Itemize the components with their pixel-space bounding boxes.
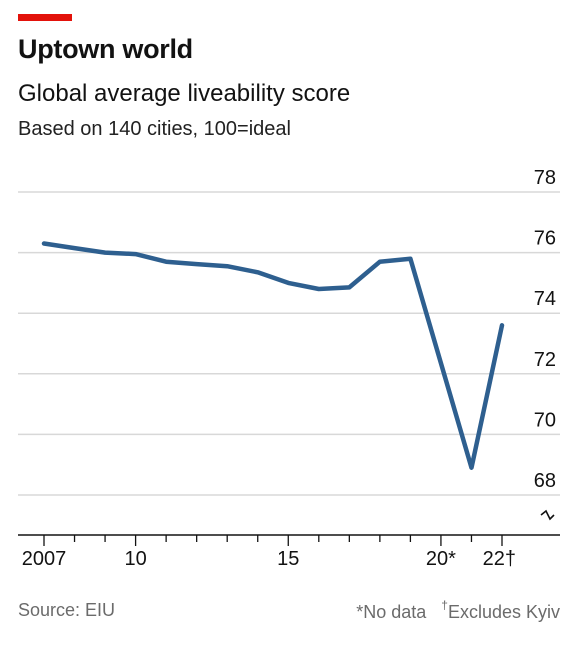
x-tick-label-2010: 10 [124,548,146,570]
y-tick-label-72: 72 [534,349,556,371]
x-tick-label-2022: 22† [483,548,516,570]
x-tick-label-2020: 20* [426,548,456,570]
chart-title: Uptown world [18,34,193,64]
y-axis-ticks: 68 70 72 74 76 78 [534,167,556,492]
y-tick-label-76: 76 [534,228,556,250]
x-tick-label-2007: 2007 [22,548,67,570]
y-tick-label-70: 70 [534,409,556,431]
y-tick-label-68: 68 [534,470,556,492]
source-note: Source: EIU [18,600,116,620]
series-line-0 [41,241,505,470]
footnote-excludes-kyiv: Excludes Kyiv [447,602,560,622]
footnotes: *No data †Excludes Kyiv [356,598,560,623]
y-tick-label-74: 74 [534,288,556,310]
gridlines [18,191,560,496]
chart-description: Based on 140 cities, 100=ideal [18,118,291,140]
chart-subtitle: Global average liveability score [18,80,351,107]
x-axis [18,509,560,536]
x-axis-ticks: 2007 10 15 20* 22† [22,535,516,570]
accent-bar [18,14,72,21]
footnote-no-data: *No data [356,602,427,622]
x-tick-label-2015: 15 [277,548,299,570]
y-tick-label-78: 78 [534,167,556,189]
series-group [41,241,505,470]
axis-break-icon [540,509,555,521]
footnote-dagger-mark: † [441,598,448,612]
